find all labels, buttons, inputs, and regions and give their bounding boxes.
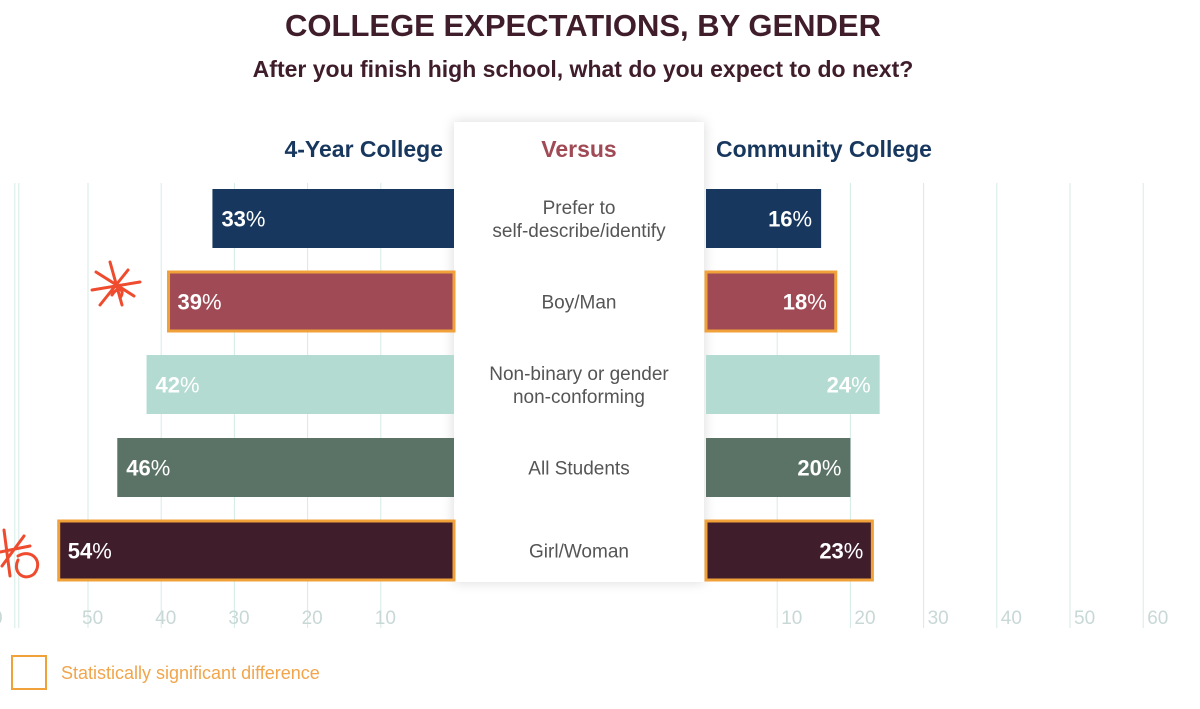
category-label: All Students: [528, 459, 629, 480]
right-tick-label: 10: [781, 608, 802, 629]
bar-4year: [117, 438, 454, 497]
left-tick-label: 10: [375, 608, 396, 629]
bar-community: [706, 438, 851, 497]
bar-4year: [212, 189, 454, 248]
bar-value-label: 18%: [783, 290, 827, 315]
category-label: non-conforming: [513, 387, 645, 408]
legend-swatch: [11, 655, 47, 690]
bar-value-label: 23%: [819, 539, 863, 564]
chart-subtitle: After you finish high school, what do yo…: [253, 56, 914, 82]
bar-4year: [167, 270, 456, 333]
category-label: Prefer to: [543, 198, 616, 219]
bar-labels: 33% 16% 39% 18% 42% 24% 46% 20% 54% 23%: [68, 207, 871, 564]
left-column-header: 4-Year College: [284, 136, 443, 162]
bar-4year: [57, 519, 456, 582]
left-tick-label: 20: [302, 608, 323, 629]
left-tick-label: 40: [155, 608, 176, 629]
bar-value-label: 20%: [797, 456, 841, 481]
bar-community: [706, 355, 880, 414]
bar-community: [706, 189, 822, 248]
chart-title: COLLEGE EXPECTATIONS, BY GENDER: [285, 8, 881, 43]
bar-value-label: 24%: [827, 373, 871, 398]
center-column-header: Versus: [541, 136, 616, 162]
right-tick-label: 20: [854, 608, 875, 629]
annotation-star-1: [90, 260, 142, 307]
bar-value-label: 54%: [68, 539, 112, 564]
bar-community: [704, 270, 838, 333]
bar-value-label: 42%: [156, 373, 200, 398]
category-label: self-describe/identify: [492, 221, 666, 242]
left-tick-label: 50: [82, 608, 103, 629]
bars: [57, 189, 880, 582]
legend-label: Statistically significant difference: [61, 663, 320, 683]
bar-value-label: 16%: [768, 207, 812, 232]
right-column-header: Community College: [716, 136, 932, 162]
right-tick-label: 60: [1147, 608, 1168, 629]
axis-ticks: 0 50 40 30 20 10 10 20 30 40 50 60: [0, 608, 1168, 629]
bar-4year: [146, 355, 454, 414]
left-tick-label: 30: [228, 608, 249, 629]
category-label: Boy/Man: [542, 293, 617, 314]
bar-community: [704, 519, 874, 582]
annotation-star-2: [0, 528, 40, 579]
category-label: Non-binary or gender: [489, 364, 669, 385]
bar-value-label: 33%: [221, 207, 265, 232]
bar-value-label: 46%: [126, 456, 170, 481]
right-tick-label: 50: [1074, 608, 1095, 629]
left-tick-label: 0: [0, 608, 3, 629]
right-tick-label: 40: [1001, 608, 1022, 629]
center-panel: [454, 122, 704, 582]
right-tick-label: 30: [928, 608, 949, 629]
category-label: Girl/Woman: [529, 542, 629, 563]
bar-value-label: 39%: [178, 290, 222, 315]
annotation-marks: [0, 260, 142, 579]
